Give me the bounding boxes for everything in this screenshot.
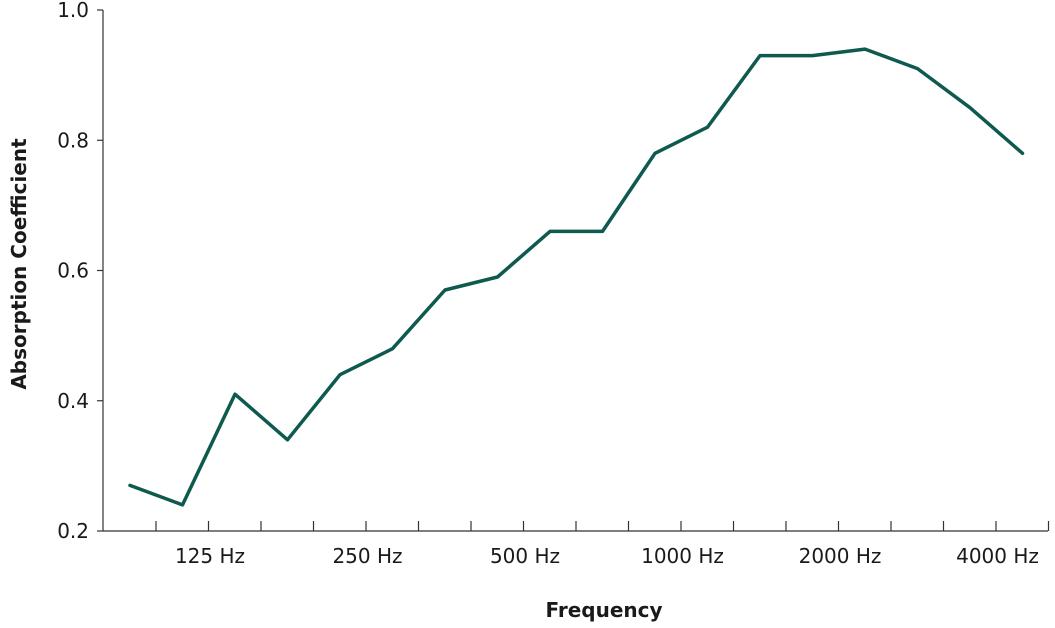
y-tick-label: 1.0	[57, 0, 89, 22]
series-line	[128, 47, 1025, 507]
series-layer	[128, 47, 1025, 507]
y-tick-label: 0.8	[57, 128, 89, 152]
x-tick-label: 125 Hz	[175, 544, 245, 568]
x-axis-title: Frequency	[545, 598, 662, 622]
y-tick-label: 0.6	[57, 259, 89, 283]
x-tick-label: 4000 Hz	[956, 544, 1039, 568]
x-tick-label: 2000 Hz	[799, 544, 882, 568]
x-tick-label: 1000 Hz	[641, 544, 724, 568]
y-axis-title: Absorption Coefficient	[7, 138, 31, 390]
x-tick-label: 250 Hz	[332, 544, 402, 568]
y-tick-label: 0.4	[57, 389, 89, 413]
ticks: 0.2 0.4 0.6 0.8 1.0 125 Hz 250 Hz 500 Hz 1000 Hz…	[57, 0, 1050, 568]
x-tick-label: 500 Hz	[490, 544, 560, 568]
y-tick-label: 0.2	[57, 519, 89, 543]
axes	[102, 10, 1048, 532]
